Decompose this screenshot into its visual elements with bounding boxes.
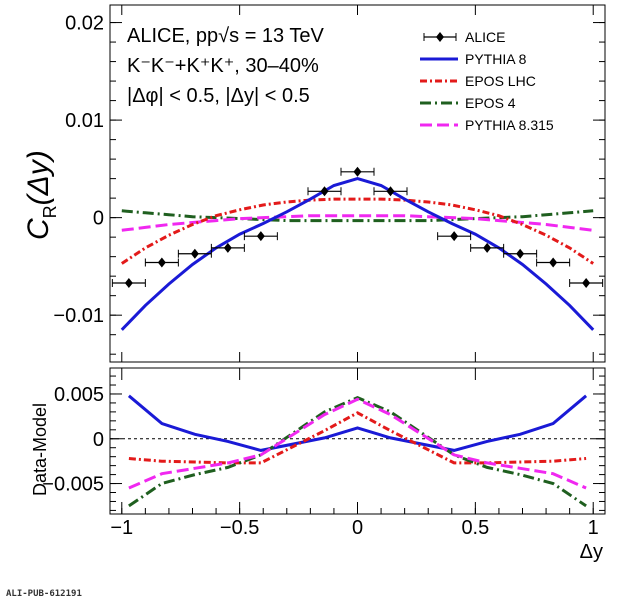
top-ylabel-argument: (Δy): [22, 150, 55, 205]
bottom-panel: −0.005 0 0.005 −1 −0.5 0 0.5 1 Data-Model Δy: [30, 367, 606, 563]
legend-label: ALICE: [465, 29, 505, 45]
figure: −0.01 0 0.01 0.02 CR(Δy) ALICE, pp√s = 13 TeV…: [22, 4, 606, 563]
annotation-line: ALICE, pp√s = 13 TeV: [127, 25, 324, 47]
top-ytick-label: 0.01: [65, 110, 104, 132]
residual-pythia-8: [127, 394, 588, 452]
bottom-frame: [109, 367, 606, 515]
data-point: [582, 277, 591, 288]
data-point: [386, 186, 395, 197]
data-point: [223, 242, 232, 253]
residual-epos-4: [128, 395, 587, 508]
bottom-xtick-label: 1: [588, 517, 599, 539]
residual-curves: [127, 394, 588, 508]
residual-epos-lhc: [128, 411, 587, 465]
data-point: [190, 248, 199, 259]
legend-marker: [436, 32, 444, 42]
data-point: [256, 231, 265, 242]
top-ytick-label: 0.02: [65, 13, 104, 35]
top-ylabel-subscript: R: [40, 205, 60, 218]
annotation-line: K⁻K⁻+K⁺K⁺, 30–40%: [127, 55, 319, 77]
data-point: [450, 231, 459, 242]
bottom-xlabel: Δy: [580, 541, 603, 563]
top-ytick-label: −0.01: [53, 305, 104, 327]
legend-label: PYTHIA 8: [465, 51, 527, 67]
curve-epos-lhc: [120, 197, 595, 265]
curve-epos-4: [121, 209, 594, 223]
data-point: [320, 186, 329, 197]
legend-label: EPOS 4: [465, 95, 516, 111]
bottom-xtick-label: −0.5: [220, 517, 259, 539]
legend-label: EPOS LHC: [465, 73, 536, 89]
data-point: [483, 242, 492, 253]
annotation-line: |Δφ| < 0.5, |Δy| < 0.5: [127, 85, 310, 107]
bottom-ytick-label: 0.005: [54, 384, 104, 406]
data-point: [549, 257, 558, 268]
legend-label: PYTHIA 8.315: [465, 117, 554, 133]
top-ylabel-symbol: C: [22, 218, 55, 240]
top-panel: −0.01 0 0.01 0.02 CR(Δy) ALICE, pp√s = 13 TeV…: [22, 4, 606, 363]
top-ytick-label: 0: [93, 208, 104, 230]
model-curves: [120, 177, 595, 331]
curve-pythia-8: [120, 177, 595, 331]
bottom-ytick-label: 0: [93, 429, 104, 451]
data-point: [516, 248, 525, 259]
figure-id: ALI-PUB-612191: [6, 589, 82, 599]
bottom-xtick-label: 0.5: [461, 517, 489, 539]
top-ylabel: CR(Δy): [22, 150, 60, 240]
bottom-xtick-label: −1: [110, 517, 133, 539]
data-point: [157, 257, 166, 268]
residual-pythia-8-315: [128, 397, 587, 490]
bottom-xtick-label: 0: [352, 517, 363, 539]
bottom-ytick-label: −0.005: [42, 474, 104, 496]
data-point: [353, 166, 362, 177]
data-point: [124, 277, 133, 288]
bottom-ylabel: Data-Model: [30, 403, 50, 496]
